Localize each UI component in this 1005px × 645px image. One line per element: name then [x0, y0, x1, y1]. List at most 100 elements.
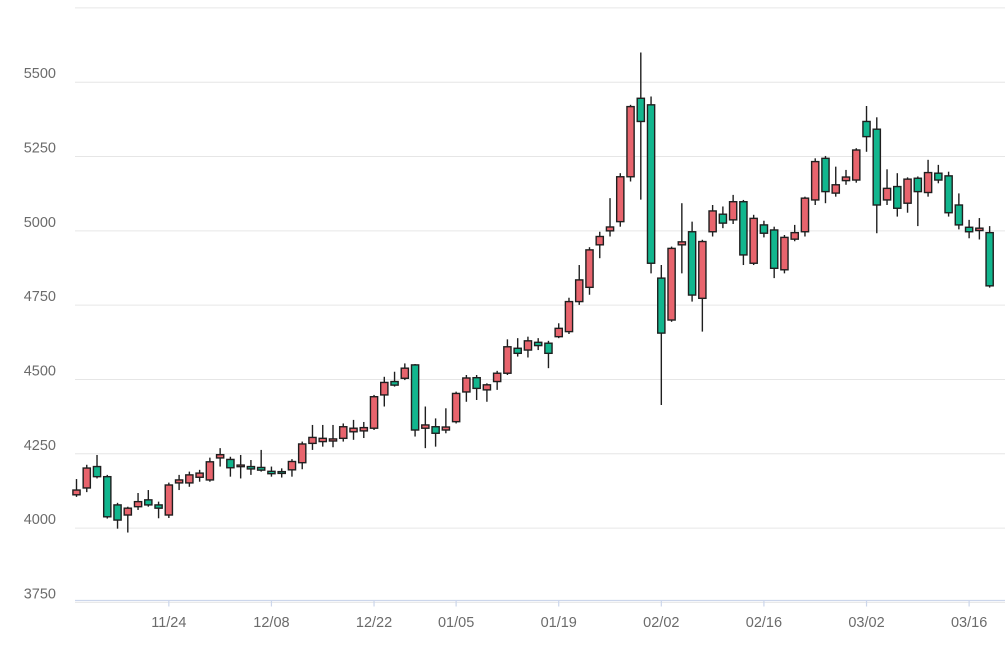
candle[interactable]	[338, 423, 348, 442]
candle[interactable]	[195, 469, 204, 482]
candle[interactable]	[287, 459, 297, 477]
candle[interactable]	[800, 196, 810, 237]
candle[interactable]	[615, 173, 625, 227]
candle[interactable]	[626, 104, 635, 182]
candle[interactable]	[821, 155, 830, 204]
candle[interactable]	[698, 239, 707, 332]
candle[interactable]	[174, 474, 184, 491]
candle[interactable]	[503, 339, 512, 376]
candle-body-up	[790, 231, 799, 240]
candle[interactable]	[728, 194, 738, 225]
candle[interactable]	[687, 221, 697, 302]
candle-body-up	[605, 226, 615, 232]
candle[interactable]	[185, 471, 194, 487]
candle[interactable]	[954, 193, 964, 230]
candle[interactable]	[780, 235, 789, 274]
candle[interactable]	[482, 383, 492, 402]
candle[interactable]	[318, 424, 328, 447]
candle[interactable]	[421, 406, 430, 449]
candle[interactable]	[862, 106, 871, 152]
candle[interactable]	[113, 502, 122, 529]
candle[interactable]	[215, 448, 225, 467]
candle[interactable]	[72, 479, 81, 497]
candle[interactable]	[769, 226, 779, 279]
candle[interactable]	[841, 169, 851, 185]
candle[interactable]	[739, 199, 748, 266]
candle[interactable]	[923, 159, 933, 197]
candle[interactable]	[462, 375, 471, 402]
candle-body-up	[205, 461, 215, 481]
candle[interactable]	[882, 169, 892, 205]
candle[interactable]	[297, 441, 307, 470]
candle[interactable]	[513, 338, 522, 357]
candle-body-up	[728, 201, 738, 221]
candle[interactable]	[851, 148, 861, 183]
candle[interactable]	[605, 198, 615, 237]
candle[interactable]	[82, 464, 92, 493]
candle-body-down	[390, 380, 399, 386]
candle[interactable]	[718, 206, 728, 229]
candle[interactable]	[410, 364, 420, 437]
candle[interactable]	[472, 375, 481, 400]
candle[interactable]	[133, 493, 143, 510]
candle[interactable]	[893, 173, 902, 217]
candle[interactable]	[246, 460, 256, 475]
candle[interactable]	[226, 456, 235, 477]
candle[interactable]	[369, 394, 379, 431]
candle[interactable]	[431, 418, 440, 447]
candle[interactable]	[277, 468, 287, 478]
candle[interactable]	[123, 506, 133, 533]
candle[interactable]	[585, 247, 594, 295]
candle[interactable]	[790, 224, 799, 242]
candle[interactable]	[349, 419, 358, 440]
candle[interactable]	[523, 336, 533, 358]
candle[interactable]	[154, 501, 163, 519]
candle[interactable]	[256, 449, 266, 472]
candle[interactable]	[903, 177, 912, 213]
candle[interactable]	[708, 204, 717, 237]
candle[interactable]	[328, 424, 338, 448]
candle[interactable]	[975, 218, 984, 240]
candle[interactable]	[533, 338, 543, 351]
candle[interactable]	[451, 391, 461, 424]
candle[interactable]	[144, 490, 153, 507]
candle[interactable]	[359, 421, 369, 439]
candle[interactable]	[657, 265, 666, 406]
candle[interactable]	[913, 176, 923, 227]
candle[interactable]	[636, 52, 646, 200]
candle[interactable]	[595, 231, 605, 259]
candle[interactable]	[205, 457, 215, 482]
candle[interactable]	[164, 482, 174, 518]
candle-body-down	[431, 426, 440, 434]
candle[interactable]	[564, 297, 574, 334]
candle[interactable]	[759, 220, 769, 238]
candle[interactable]	[831, 166, 841, 197]
candle[interactable]	[677, 203, 687, 274]
candle[interactable]	[441, 408, 451, 434]
candle[interactable]	[810, 158, 820, 205]
candle[interactable]	[544, 340, 553, 369]
candle[interactable]	[964, 219, 974, 239]
candle-body-down	[226, 458, 235, 469]
candle[interactable]	[667, 246, 676, 322]
candle[interactable]	[400, 363, 410, 381]
candle[interactable]	[102, 474, 112, 519]
y-axis-label: 5250	[24, 141, 56, 157]
candle[interactable]	[267, 466, 276, 477]
candle[interactable]	[492, 370, 502, 390]
candle[interactable]	[646, 96, 656, 274]
candle[interactable]	[554, 323, 564, 339]
candle[interactable]	[308, 424, 317, 450]
candle[interactable]	[944, 171, 953, 217]
candle[interactable]	[92, 454, 102, 479]
candle[interactable]	[574, 265, 584, 305]
candle[interactable]	[749, 214, 758, 266]
y-axis-label: 5500	[24, 66, 56, 82]
candle[interactable]	[390, 371, 399, 387]
candle[interactable]	[380, 376, 389, 407]
candle[interactable]	[934, 164, 943, 184]
candle[interactable]	[872, 117, 882, 234]
candle[interactable]	[985, 226, 994, 288]
candle-body-down	[472, 376, 481, 390]
candle[interactable]	[236, 454, 245, 479]
